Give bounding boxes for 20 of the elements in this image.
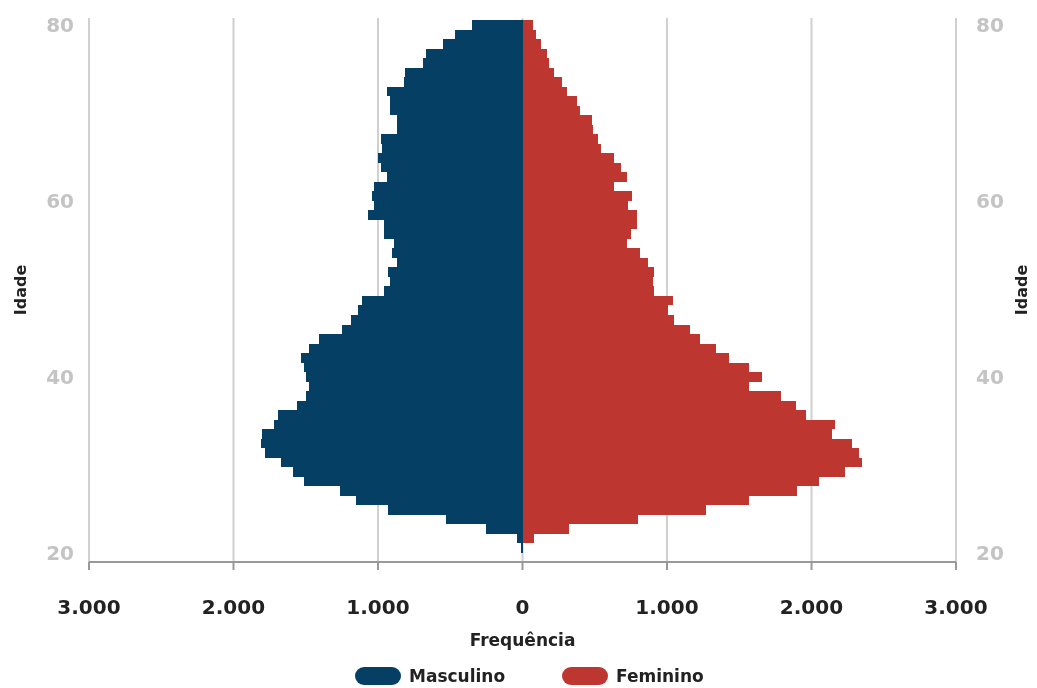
x-tick-label: 0 [515,595,530,619]
x-tick-label: 2.000 [201,595,266,619]
legend-label: Feminino [616,666,704,686]
y-tick-label: 80 [46,13,74,38]
y2-tick-label: 60 [976,189,1004,214]
y-tick-label: 60 [46,189,74,214]
y2-tick-label: 40 [976,365,1004,390]
x-tick-label: 1.000 [635,595,699,619]
x-tick-label: 2.000 [779,595,844,619]
x-tick-label: 1.000 [346,595,410,619]
legend-label: Masculino [409,666,506,686]
y-tick-label: 40 [46,365,74,390]
y-axis-title: Idade [11,264,30,316]
x-axis-title: Frequência [469,630,576,650]
x-tick-label: 3.000 [57,595,121,619]
y-tick-label: 20 [46,541,74,566]
y2-tick-label: 80 [976,13,1004,38]
y2-tick-label: 20 [976,541,1004,566]
y2-axis-title: Idade [1012,264,1031,316]
x-tick-label: 3.000 [924,595,988,619]
